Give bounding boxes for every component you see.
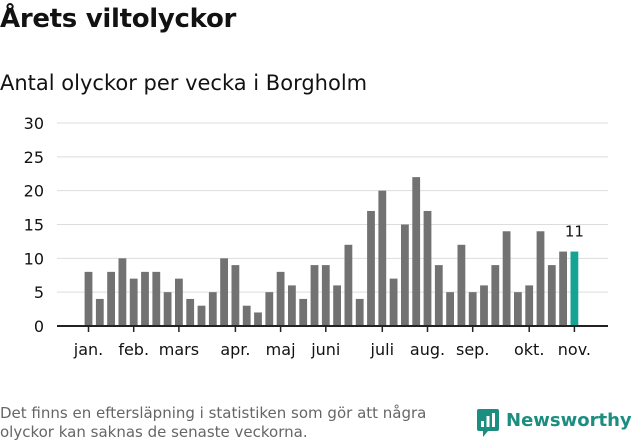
footnote: Det finns en eftersläpning i statistiken… bbox=[0, 404, 427, 441]
bar bbox=[321, 265, 330, 326]
y-tick-label: 15 bbox=[24, 216, 44, 235]
bar bbox=[208, 292, 217, 326]
bar bbox=[502, 231, 511, 326]
bar bbox=[401, 224, 409, 326]
y-tick-label: 5 bbox=[34, 283, 44, 302]
bar bbox=[220, 258, 228, 326]
bar bbox=[107, 271, 115, 326]
bar bbox=[491, 265, 500, 326]
bar-chart: 0 5 10 15 20 25 30 jan. feb. mars apr. maj juni juli… bbox=[24, 114, 608, 359]
bar bbox=[186, 298, 195, 326]
bar bbox=[344, 244, 353, 326]
bar bbox=[547, 265, 556, 326]
bar bbox=[152, 271, 161, 326]
x-tick-label: apr. bbox=[220, 340, 250, 359]
bar bbox=[468, 292, 477, 326]
y-axis-labels: 0 5 10 15 20 25 30 bbox=[24, 114, 44, 336]
bar bbox=[434, 265, 443, 326]
bar bbox=[389, 278, 398, 326]
bar bbox=[299, 298, 308, 326]
x-tick-label: juli bbox=[370, 340, 394, 359]
x-tick-label: nov. bbox=[558, 340, 591, 359]
x-tick-label: maj bbox=[266, 340, 296, 359]
bar bbox=[231, 265, 240, 326]
y-tick-label: 30 bbox=[24, 114, 44, 133]
grid-lines bbox=[57, 122, 608, 293]
bar bbox=[84, 271, 93, 326]
data-label: 11 bbox=[565, 223, 584, 241]
bar bbox=[536, 231, 545, 326]
chart-title: Årets viltolyckor bbox=[0, 4, 237, 34]
bar bbox=[412, 177, 421, 326]
bar bbox=[288, 285, 296, 326]
bar bbox=[276, 271, 285, 326]
y-tick-label: 10 bbox=[24, 249, 44, 268]
x-tick-label: mars bbox=[159, 340, 199, 359]
bar bbox=[95, 298, 104, 326]
bar bbox=[175, 278, 183, 326]
y-tick-label: 0 bbox=[34, 317, 44, 336]
bar bbox=[514, 292, 522, 326]
x-tick-label: jan. bbox=[73, 340, 103, 359]
bar bbox=[254, 312, 262, 326]
bar bbox=[457, 244, 466, 326]
brand-logo: Newsworthy bbox=[476, 408, 631, 440]
bar bbox=[355, 298, 364, 326]
bar bbox=[559, 251, 567, 326]
bar bbox=[525, 285, 534, 326]
bar bbox=[378, 190, 387, 326]
bar bbox=[197, 305, 206, 326]
bar bbox=[367, 210, 375, 326]
bar bbox=[333, 285, 341, 326]
bar bbox=[141, 271, 149, 326]
chart-subtitle: Antal olyckor per vecka i Borgholm bbox=[0, 71, 368, 95]
brand-name: Newsworthy bbox=[506, 410, 631, 431]
bar bbox=[118, 258, 127, 326]
bar bbox=[265, 292, 274, 326]
highlighted-bar bbox=[570, 251, 579, 326]
y-tick-label: 25 bbox=[24, 148, 44, 167]
bar bbox=[242, 305, 251, 326]
x-tick-label: aug. bbox=[410, 340, 445, 359]
bar bbox=[163, 292, 172, 326]
x-tick-label: juni bbox=[310, 340, 340, 359]
bar bbox=[129, 278, 138, 326]
bar bbox=[310, 265, 319, 326]
x-tick-label: okt. bbox=[514, 340, 544, 359]
x-axis-ticks: jan. feb. mars apr. maj juni juli aug. sep. okt. n… bbox=[73, 326, 591, 359]
x-tick-label: feb. bbox=[118, 340, 149, 359]
bars bbox=[84, 177, 579, 326]
x-tick-label: sep. bbox=[456, 340, 489, 359]
bar bbox=[423, 210, 432, 326]
newsworthy-logo-icon bbox=[477, 409, 499, 437]
bar bbox=[480, 285, 488, 326]
bar bbox=[446, 292, 454, 326]
annotations: 11 bbox=[565, 223, 584, 241]
y-tick-label: 20 bbox=[24, 182, 44, 201]
